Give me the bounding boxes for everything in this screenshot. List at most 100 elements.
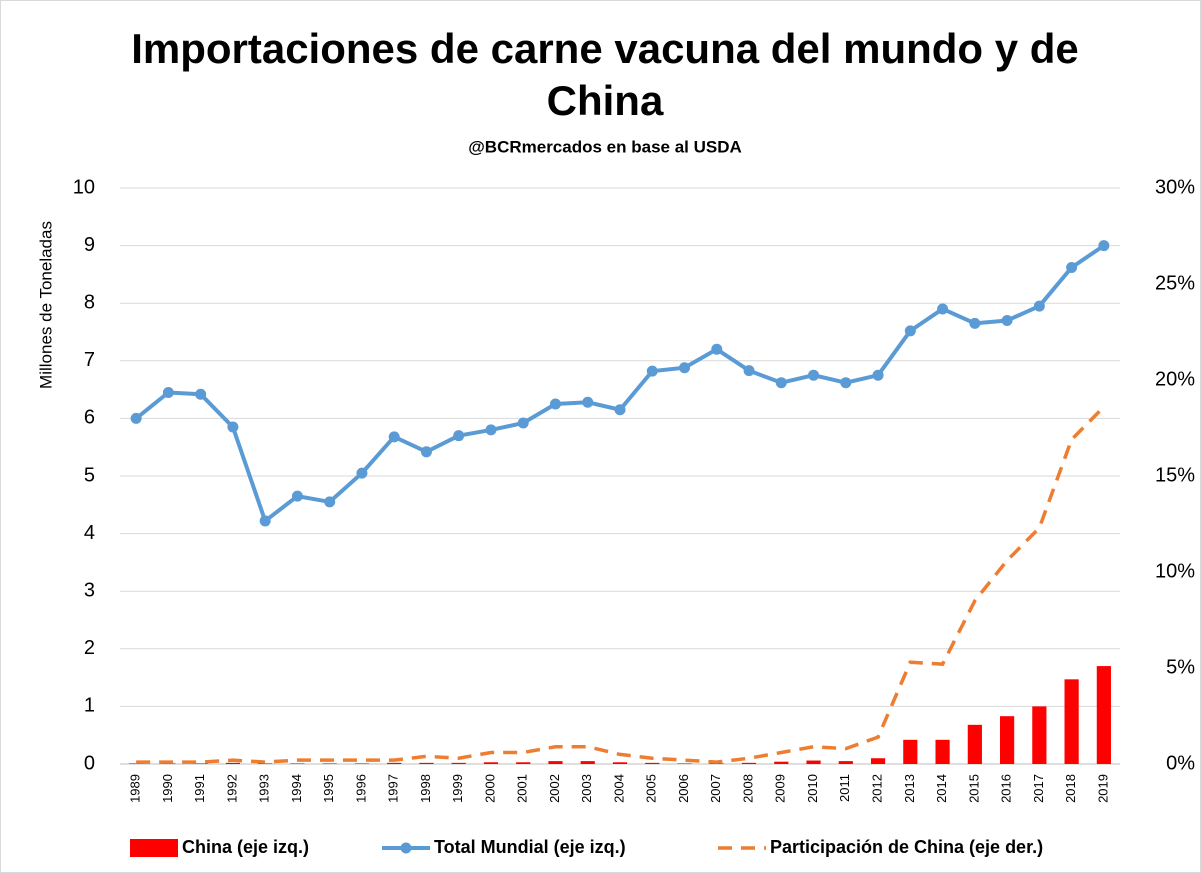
y-tick-label: 8 bbox=[84, 291, 95, 313]
x-tick-label: 1991 bbox=[192, 774, 207, 803]
x-tick-label: 2004 bbox=[611, 774, 626, 803]
marker bbox=[356, 467, 368, 479]
x-tick-label: 1990 bbox=[160, 774, 175, 803]
y2-tick-label: 30% bbox=[1155, 176, 1195, 198]
chart-title: Importaciones de carne vacuna del mundo … bbox=[131, 25, 1079, 72]
x-tick-label: 1993 bbox=[257, 774, 272, 803]
legend-label: China (eje izq.) bbox=[182, 837, 309, 857]
bar bbox=[1032, 706, 1047, 764]
x-tick-label: 2010 bbox=[805, 774, 820, 803]
marker bbox=[1098, 240, 1110, 252]
bar bbox=[516, 762, 531, 764]
y2-tick-label: 0% bbox=[1166, 752, 1195, 774]
marker bbox=[904, 325, 916, 337]
y-tick-label: 9 bbox=[84, 234, 95, 256]
bar bbox=[387, 762, 402, 764]
bar bbox=[1064, 679, 1079, 764]
x-tick-label: 2006 bbox=[676, 774, 691, 803]
x-tick-label: 1998 bbox=[418, 774, 433, 803]
x-tick-label: 2000 bbox=[482, 774, 497, 803]
marker bbox=[453, 430, 465, 442]
bar bbox=[451, 762, 466, 764]
x-tick-label: 2008 bbox=[740, 774, 755, 803]
x-tick-label: 2007 bbox=[708, 774, 723, 803]
x-tick-label: 1996 bbox=[353, 774, 368, 803]
marker bbox=[420, 446, 432, 458]
marker bbox=[937, 303, 949, 315]
x-tick-label: 2002 bbox=[547, 774, 562, 803]
bar bbox=[258, 763, 273, 764]
bar bbox=[774, 761, 789, 764]
bar bbox=[580, 761, 595, 764]
bar bbox=[741, 762, 757, 764]
bar bbox=[419, 762, 434, 764]
marker bbox=[517, 417, 529, 429]
marker bbox=[549, 398, 561, 410]
x-tick-label: 1989 bbox=[128, 774, 143, 803]
x-tick-label: 1997 bbox=[386, 774, 401, 803]
x-tick-label: 2016 bbox=[999, 774, 1014, 803]
bar bbox=[903, 739, 918, 764]
x-tick-label: 2005 bbox=[644, 774, 659, 803]
marker bbox=[1066, 261, 1078, 273]
marker bbox=[485, 424, 497, 436]
y2-tick-label: 15% bbox=[1155, 464, 1195, 486]
marker bbox=[743, 365, 755, 377]
marker bbox=[646, 365, 658, 377]
y-tick-label: 3 bbox=[84, 579, 95, 601]
marker bbox=[130, 412, 142, 424]
marker bbox=[840, 377, 852, 389]
x-tick-label: 2015 bbox=[966, 774, 981, 803]
marker bbox=[227, 421, 239, 433]
x-tick-label: 2011 bbox=[837, 774, 852, 802]
x-tick-label: 2017 bbox=[1031, 774, 1046, 803]
marker bbox=[1001, 314, 1013, 326]
bar bbox=[677, 763, 692, 764]
bar bbox=[548, 761, 563, 764]
subtitle: @BCRmercados en base al USDA bbox=[468, 137, 742, 156]
legend-label: Total Mundial (eje izq.) bbox=[434, 837, 626, 857]
y-tick-label: 4 bbox=[84, 522, 95, 544]
bar bbox=[935, 739, 950, 764]
x-tick-label: 2018 bbox=[1063, 774, 1078, 803]
y2-tick-label: 20% bbox=[1155, 368, 1195, 390]
marker bbox=[291, 490, 303, 502]
y-tick-label: 5 bbox=[84, 464, 95, 486]
y-tick-label: 6 bbox=[84, 407, 95, 429]
y-tick-label: 1 bbox=[84, 695, 95, 717]
dashed-line bbox=[136, 405, 1106, 764]
marker bbox=[711, 343, 723, 355]
bar bbox=[193, 763, 208, 764]
bar bbox=[1096, 666, 1111, 764]
x-tick-label: 2019 bbox=[1095, 774, 1110, 803]
y-tick-label: 2 bbox=[84, 637, 95, 659]
marker bbox=[969, 317, 981, 329]
chart-title: China bbox=[547, 77, 664, 124]
y-tick-label: 7 bbox=[84, 349, 95, 371]
legend-swatch bbox=[130, 839, 178, 857]
marker bbox=[259, 515, 271, 527]
marker bbox=[324, 496, 336, 508]
x-tick-label: 2013 bbox=[902, 774, 917, 803]
x-tick-label: 1999 bbox=[450, 774, 465, 803]
x-tick-label: 2014 bbox=[934, 774, 949, 803]
marker bbox=[679, 362, 691, 374]
marker bbox=[582, 396, 594, 408]
bar bbox=[225, 762, 240, 764]
y2-tick-label: 5% bbox=[1166, 656, 1195, 678]
y2-tick-label: 10% bbox=[1155, 560, 1195, 582]
y-tick-label: 10 bbox=[73, 176, 95, 198]
legend-marker bbox=[400, 842, 412, 854]
y-tick-label: 0 bbox=[84, 752, 95, 774]
x-tick-label: 1995 bbox=[321, 774, 336, 803]
marker bbox=[162, 386, 174, 398]
marker bbox=[614, 404, 626, 416]
marker bbox=[872, 369, 884, 381]
marker bbox=[1033, 300, 1045, 312]
bar bbox=[645, 762, 660, 764]
x-tick-label: 2001 bbox=[515, 774, 530, 803]
x-tick-label: 2003 bbox=[579, 774, 594, 803]
bar bbox=[967, 724, 982, 764]
